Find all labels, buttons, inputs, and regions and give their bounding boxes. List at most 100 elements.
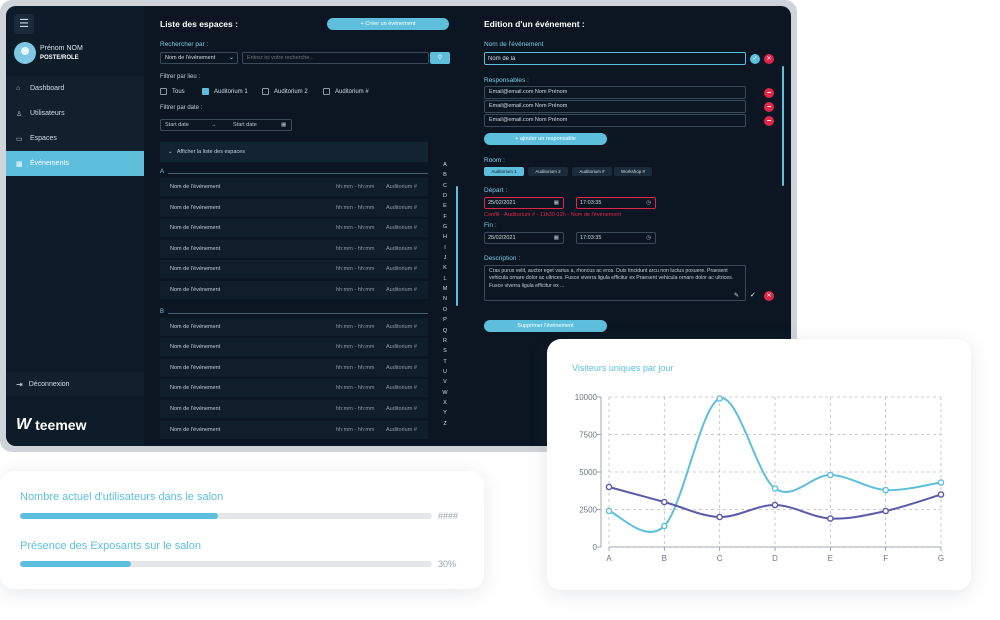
alphabet-letter[interactable]: X (443, 399, 447, 406)
alphabet-letter[interactable]: C (443, 182, 447, 189)
alphabet-letter[interactable]: T (443, 358, 447, 365)
event-room: Auditorium # (386, 245, 417, 252)
alphabet-letter[interactable]: O (442, 306, 448, 313)
confirm-button[interactable]: ✓ (750, 54, 760, 64)
date-range-field[interactable]: Start date → Start date ▦ (160, 119, 292, 131)
filter-option-auditorium-1[interactable]: Auditorium 1 (202, 88, 248, 95)
checkbox-checked[interactable] (202, 88, 209, 95)
alphabet-letter[interactable]: U (443, 368, 447, 375)
alphabet-letter[interactable]: K (443, 265, 447, 272)
y-tick-label: 0 (593, 543, 598, 552)
alphabet-letter[interactable]: I (444, 244, 446, 251)
chart-card: Visiteurs uniques par jour 0 2500 5000 7500… (547, 339, 971, 590)
alphabet-letter[interactable]: B (443, 172, 447, 179)
sidebar-item-utilisateurs[interactable]: ♙ Utilisateurs (6, 101, 144, 126)
create-event-button[interactable]: + Créer un événement (327, 18, 449, 30)
event-room: Auditorium # (386, 385, 417, 392)
event-name-input[interactable] (484, 52, 746, 65)
list-item[interactable]: Nom de l'événement hh:mm - hh:mm Auditoriu… (160, 260, 428, 279)
search-input[interactable] (242, 52, 429, 64)
description-textarea[interactable]: Cras purus velit, auctor eget varius a, … (484, 265, 746, 301)
alphabet-letter[interactable]: W (442, 389, 448, 396)
fin-date-field[interactable]: 25/02/2021 ▦ (484, 232, 564, 244)
event-time: hh:mm - hh:mm (336, 426, 375, 433)
y-tick-label: 10000 (575, 393, 598, 402)
cancel-button[interactable]: ✕ (764, 54, 774, 64)
list-item[interactable]: Nom de l'événement hh:mm - hh:mm Auditoriu… (160, 239, 428, 258)
remove-icon[interactable]: − (764, 102, 774, 112)
remove-icon[interactable]: − (764, 116, 774, 126)
menu-icon[interactable]: ☰ (14, 14, 34, 34)
sidebar-item-label: Utilisateurs (30, 110, 65, 117)
alphabet-letter[interactable]: N (443, 296, 447, 303)
spaces-accordion[interactable]: ⌄ Afficher la liste des espaces (160, 142, 428, 162)
event-room: Auditorium # (386, 406, 417, 412)
list-item[interactable]: Nom de l'événement hh:mm - hh:mm Auditoriu… (160, 178, 428, 196)
calendar-icon: ▦ (553, 200, 559, 206)
alphabet-letter[interactable]: Y (443, 410, 447, 417)
end-date: Start date (233, 122, 257, 128)
event-name: Nom de l'événement (170, 266, 221, 273)
alphabet-letter[interactable]: J (443, 255, 447, 262)
filter-option-auditorium-x[interactable]: Auditorium # (323, 88, 369, 95)
close-icon[interactable]: ✕ (764, 291, 774, 301)
responsable-field[interactable]: Email@email.com Nom Prénom (484, 100, 746, 113)
alphabet-letter[interactable]: Z (443, 420, 447, 427)
list-item[interactable]: Nom de l'événement hh:mm - hh:mm Auditoriu… (160, 379, 428, 398)
depart-date-field[interactable]: 25/02/2021 ▦ (484, 197, 564, 209)
remove-icon[interactable]: − (764, 88, 774, 98)
room-tag[interactable]: Auditorium 1 (484, 167, 524, 176)
sidebar-item-label: Dashboard (30, 85, 65, 92)
responsable-field[interactable]: Email@email.com Nom Prénom (484, 86, 746, 99)
scrollbar[interactable] (456, 186, 458, 306)
alphabet-letter[interactable]: P (443, 317, 447, 324)
room-tag[interactable]: Workshop # (614, 167, 652, 176)
filter-option-tous[interactable]: Tous (160, 88, 185, 95)
room-tag[interactable]: Auditorium 2 (528, 167, 568, 176)
logout-button[interactable]: ⇥ Déconnexion (6, 372, 144, 396)
alphabet-letter[interactable]: G (442, 224, 448, 231)
pen-icon[interactable]: ✎ (734, 293, 740, 299)
list-item[interactable]: Nom de l'événement hh:mm - hh:mm Auditoriu… (160, 317, 428, 336)
delete-event-button[interactable]: Supprimer l'événement (484, 320, 607, 332)
alphabet-letter[interactable]: S (443, 348, 447, 355)
add-responsable-button[interactable]: + ajouter un responsable (484, 133, 607, 145)
alphabet-letter[interactable]: Q (442, 327, 448, 334)
x-tick-label: F (883, 554, 888, 563)
search-by-select[interactable]: Nom de l'événement ⌄ (160, 52, 238, 64)
sidebar-item-evenements[interactable]: ▦ Événements (6, 151, 144, 176)
list-item[interactable]: Nom de l'événement hh:mm - hh:mm Auditoriu… (160, 281, 428, 299)
alphabet-letter[interactable]: V (443, 379, 447, 386)
fin-time-field[interactable]: 17:03:35 ◷ (576, 232, 656, 244)
responsable-field[interactable]: Email@email.com Nom Prénom (484, 114, 746, 127)
check-icon[interactable]: ✓ (750, 292, 756, 299)
checkbox[interactable] (262, 88, 269, 95)
checkbox[interactable] (323, 88, 330, 95)
alphabet-letter[interactable]: D (443, 193, 447, 200)
sidebar-item-dashboard[interactable]: ⌂ Dashboard (6, 76, 144, 101)
room-label: Room : (484, 157, 505, 164)
search-button[interactable]: ⚲ (430, 52, 450, 64)
alphabet-letter[interactable]: L (443, 275, 447, 282)
scrollbar[interactable] (782, 66, 784, 186)
list-item[interactable]: Nom de l'événement hh:mm - hh:mm Auditoriu… (160, 198, 428, 217)
filter-option-auditorium-2[interactable]: Auditorium 2 (262, 88, 308, 95)
depart-time-field[interactable]: 17:03:35 ◷ (576, 197, 656, 209)
avatar[interactable] (14, 42, 36, 64)
checkbox[interactable] (160, 88, 167, 95)
list-item[interactable]: Nom de l'événement hh:mm - hh:mm Auditoriu… (160, 219, 428, 238)
alphabet-letter[interactable]: H (443, 234, 447, 241)
progress-value: #### (438, 511, 459, 521)
list-item[interactable]: Nom de l'événement hh:mm - hh:mm Auditoriu… (160, 400, 428, 418)
list-item[interactable]: Nom de l'événement hh:mm - hh:mm Auditoriu… (160, 338, 428, 357)
alphabet-letter[interactable]: M (442, 286, 448, 293)
alphabet-letter[interactable]: R (443, 337, 447, 344)
sidebar-item-espaces[interactable]: ▭ Espaces (6, 126, 144, 151)
alphabet-letter[interactable]: F (443, 213, 447, 220)
alphabet-letter[interactable]: A (443, 162, 447, 168)
list-item[interactable]: Nom de l'événement hh:mm - hh:mm Auditoriu… (160, 358, 428, 377)
alphabet-letter[interactable]: E (443, 203, 447, 210)
arrow-right-icon: → (211, 122, 217, 128)
room-tag[interactable]: Auditorium # (572, 167, 612, 176)
list-item[interactable]: Nom de l'événement hh:mm - hh:mm Auditoriu… (160, 420, 428, 439)
